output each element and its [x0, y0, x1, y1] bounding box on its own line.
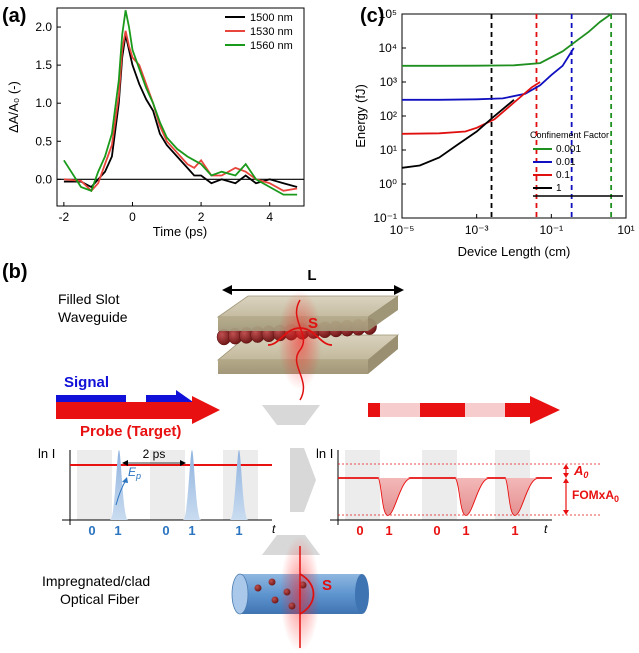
input-intensity-plot — [62, 450, 272, 525]
chart-a-series-line — [63, 30, 298, 193]
chart-c-frame — [401, 13, 627, 219]
chart-c-ytick-label: 10⁵ — [379, 7, 397, 21]
slot-waveguide — [216, 290, 400, 401]
pulse-energy-label: Ep — [128, 465, 141, 481]
chart-c-ytick-label: 10¹ — [380, 143, 397, 157]
chart-c-ylabel: Energy (fJ) — [353, 84, 368, 148]
chart-a: -2 0 2 4 0.0 0.5 1.0 1.5 2.0 1500 nm 1530 nm 1560 … — [6, 7, 305, 239]
funnel-top — [262, 405, 320, 425]
output-bit-label: 1 — [511, 523, 518, 538]
mode-label-bottom: S — [322, 577, 332, 594]
input-t-label: t — [272, 522, 276, 536]
fom-label: FOMxA0 — [572, 488, 619, 504]
chart-c: 10⁻⁵ 10⁻³ 10⁻¹ 10¹ 10⁻¹ 10⁰ 10¹ 10² 10³ 10⁴ 10⁵ Co… — [353, 7, 635, 259]
length-arrow — [222, 285, 404, 295]
fiber-title-1: Impregnated/clad — [42, 573, 150, 589]
pulse-spacing-label: 2 ps — [143, 447, 166, 461]
output-arrow — [368, 396, 560, 424]
input-bit-label: 1 — [114, 523, 121, 538]
chart-a-ylabel: ΔA/A₀ (-) — [6, 81, 21, 133]
chart-c-ytick-label: 10² — [380, 109, 397, 123]
chart-c-xtick-label: 10⁻⁵ — [390, 223, 415, 237]
chart-c-series-line — [401, 99, 515, 169]
chart-c-ytick-label: 10⁰ — [379, 177, 397, 191]
chart-c-legend-label: 0.001 — [556, 144, 581, 155]
chart-c-ytick-label: 10³ — [380, 75, 397, 89]
chart-c-xlabel: Device Length (cm) — [458, 244, 571, 259]
input-axis-label: ln I — [38, 446, 55, 461]
probe-arrow — [56, 396, 220, 424]
a0-label: A0 — [573, 463, 588, 480]
output-bit-label: 1 — [462, 523, 469, 538]
chart-c-ytick-label: 10⁻¹ — [373, 211, 397, 225]
chart-a-ytick-label: 1.0 — [35, 96, 52, 110]
chart-a-ytick-label: 2.0 — [35, 20, 52, 34]
input-bit-label: 1 — [235, 523, 242, 538]
chart-c-series-line — [402, 47, 575, 101]
chart-a-legend-label: 1560 nm — [250, 40, 293, 52]
input-bit-label: 1 — [188, 523, 195, 538]
chart-c-series-line — [402, 13, 612, 67]
chart-a-legend-label: 1530 nm — [250, 26, 293, 38]
chart-a-series-line — [63, 10, 298, 196]
output-bit-label: 0 — [356, 523, 363, 538]
chart-c-xtick-label: 10⁻¹ — [539, 223, 563, 237]
probe-label: Probe (Target) — [80, 423, 181, 440]
chart-a-xtick-label: -2 — [59, 210, 70, 224]
chart-a-ytick-label: 0.0 — [35, 172, 52, 186]
chart-c-xtick-label: 10⁻³ — [465, 223, 489, 237]
chart-a-ytick-label: 0.5 — [35, 134, 52, 148]
input-bit-label: 0 — [88, 523, 95, 538]
panel-label-a: (a) — [2, 5, 26, 27]
output-t-label: t — [544, 522, 548, 536]
chart-a-frame — [56, 7, 305, 207]
slot-waveguide-title-2: Waveguide — [58, 309, 128, 325]
center-arrow — [290, 448, 316, 512]
optical-fiber — [231, 536, 369, 652]
panel-label-c: (c) — [360, 5, 384, 27]
slot-waveguide-title-1: Filled Slot — [58, 291, 120, 307]
chart-c-legend-label: 0.01 — [556, 157, 576, 168]
diagram-b: Filled Slot Waveguide L S — [38, 267, 619, 652]
chart-c-series-line — [401, 81, 541, 135]
input-bit-label: 0 — [162, 523, 169, 538]
output-intensity-plot — [330, 450, 600, 525]
panel-label-b: (b) — [2, 261, 28, 283]
chart-a-legend-label: 1500 nm — [250, 12, 293, 24]
chart-a-xtick-label: 2 — [198, 210, 205, 224]
output-bit-label: 0 — [433, 523, 440, 538]
mode-label-top: S — [308, 315, 318, 332]
chart-a-xlabel: Time (ps) — [153, 224, 207, 239]
length-label: L — [307, 267, 316, 284]
chart-a-xtick-label: 4 — [266, 210, 273, 224]
signal-label: Signal — [64, 374, 109, 391]
fiber-title-2: Optical Fiber — [60, 591, 140, 607]
chart-a-xtick-label: 0 — [129, 210, 136, 224]
chart-c-ytick-label: 10⁴ — [378, 41, 397, 55]
output-axis-label: ln I — [316, 446, 333, 461]
output-bit-label: 1 — [385, 523, 392, 538]
chart-c-legend-label: 0.1 — [556, 170, 570, 181]
chart-c-legend-label: 1 — [556, 183, 562, 194]
chart-a-ytick-label: 1.5 — [35, 58, 52, 72]
chart-c-xtick-label: 10¹ — [617, 223, 634, 237]
chart-a-series-line — [63, 34, 298, 189]
chart-c-legend-title: Confinement Factor — [530, 130, 609, 140]
